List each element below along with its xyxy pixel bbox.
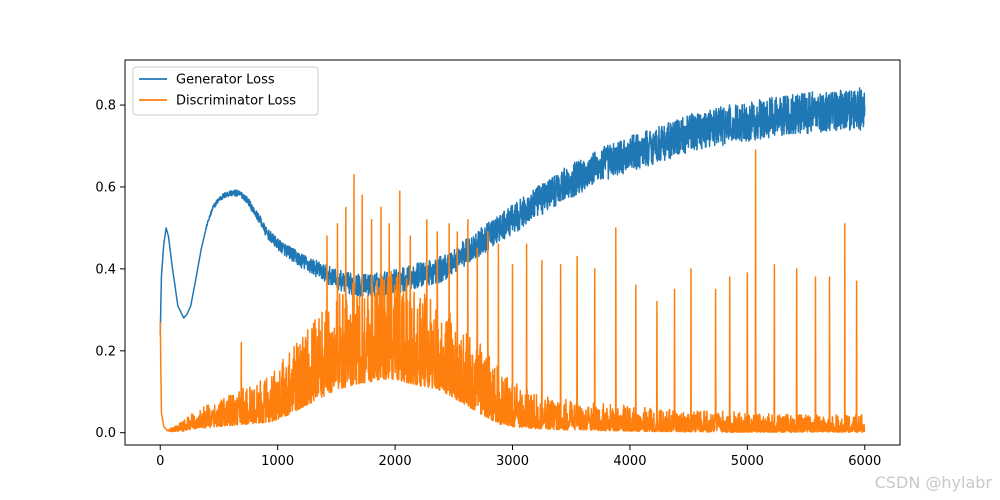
x-tick-label: 2000 [379, 454, 412, 469]
y-axis: 0.0 0.2 0.4 0.6 0.8 [95, 99, 125, 441]
watermark: CSDN @hylabr [874, 473, 992, 492]
series-layer [159, 87, 866, 434]
legend-box [132, 66, 319, 116]
y-tick-label: 0.2 [95, 344, 116, 359]
x-tick-label: 3000 [496, 454, 529, 469]
series-line-generator-loss [159, 87, 866, 335]
x-tick-label: 5000 [731, 454, 764, 469]
x-tick-label: 1000 [261, 454, 294, 469]
legend-label: Generator Loss [176, 73, 275, 88]
x-tick-label: 4000 [613, 454, 646, 469]
y-tick-label: 0.0 [95, 426, 116, 441]
series-line-discriminator-loss [159, 149, 866, 434]
x-tick-label: 6000 [848, 454, 881, 469]
x-axis: 0 1000 2000 3000 4000 5000 6000 [156, 445, 881, 469]
y-tick-label: 0.8 [95, 99, 116, 114]
y-tick-label: 0.6 [95, 180, 116, 195]
legend: Generator Loss Discriminator Loss [132, 66, 319, 116]
x-tick-label: 0 [156, 454, 164, 469]
y-tick-label: 0.4 [95, 262, 116, 277]
legend-label: Discriminator Loss [176, 94, 296, 109]
